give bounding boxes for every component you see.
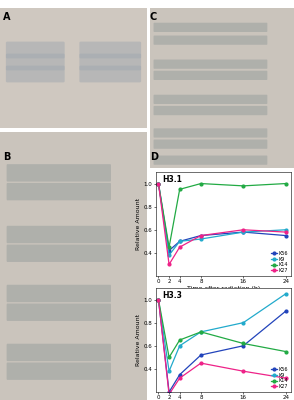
FancyBboxPatch shape <box>153 156 267 165</box>
Text: A: A <box>3 12 11 22</box>
FancyBboxPatch shape <box>79 42 141 58</box>
FancyBboxPatch shape <box>7 183 111 200</box>
FancyBboxPatch shape <box>7 164 111 182</box>
FancyBboxPatch shape <box>153 71 267 80</box>
FancyBboxPatch shape <box>6 66 65 82</box>
FancyBboxPatch shape <box>6 42 65 58</box>
FancyBboxPatch shape <box>153 95 267 104</box>
FancyBboxPatch shape <box>6 54 65 70</box>
FancyBboxPatch shape <box>153 23 267 32</box>
FancyBboxPatch shape <box>7 362 111 380</box>
FancyBboxPatch shape <box>79 66 141 82</box>
FancyBboxPatch shape <box>153 36 267 45</box>
Text: H3.1: H3.1 <box>163 175 183 184</box>
Text: H3.3: H3.3 <box>163 291 183 300</box>
Y-axis label: Relative Amount: Relative Amount <box>136 314 141 366</box>
X-axis label: Time after radiation (h): Time after radiation (h) <box>187 286 260 291</box>
FancyBboxPatch shape <box>153 60 267 69</box>
Text: D: D <box>150 152 158 162</box>
FancyBboxPatch shape <box>153 106 267 115</box>
Text: C: C <box>150 12 157 22</box>
Y-axis label: Relative Amount: Relative Amount <box>136 198 141 250</box>
Legend: K56, K9, K14, K27: K56, K9, K14, K27 <box>271 250 289 274</box>
FancyBboxPatch shape <box>7 244 111 262</box>
FancyBboxPatch shape <box>153 140 267 149</box>
FancyBboxPatch shape <box>153 128 267 138</box>
FancyBboxPatch shape <box>7 226 111 243</box>
FancyBboxPatch shape <box>7 304 111 321</box>
FancyBboxPatch shape <box>79 54 141 70</box>
FancyBboxPatch shape <box>7 285 111 302</box>
Text: B: B <box>3 152 10 162</box>
FancyBboxPatch shape <box>7 344 111 361</box>
Legend: K56, K9, K14, K27: K56, K9, K14, K27 <box>271 366 289 390</box>
